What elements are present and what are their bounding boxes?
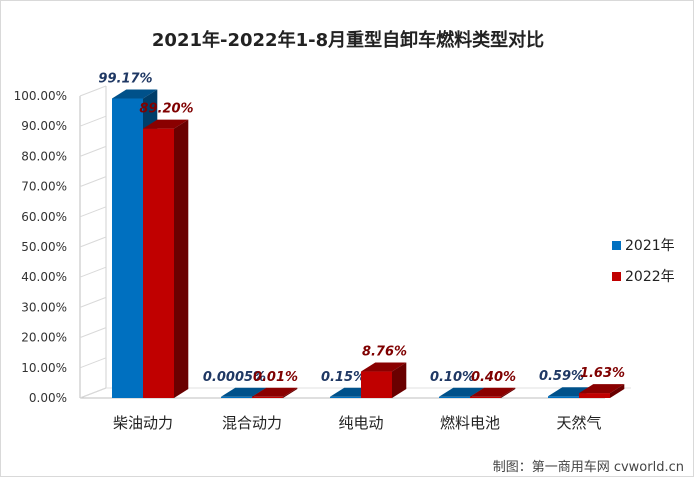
- y-tick-mark: [79, 327, 107, 339]
- y-tick-mark: [79, 145, 107, 157]
- y-tick-mark: [79, 296, 107, 308]
- legend-label-2022: 2022年: [625, 269, 675, 285]
- y-tick-mark: [79, 176, 107, 188]
- y-tick-label: 40.00%: [21, 270, 67, 284]
- x-tick-label: 柴油动力: [113, 414, 173, 432]
- chart-legend: 2021年 2022年: [612, 234, 675, 296]
- bar-side: [174, 119, 189, 398]
- bar-front: [330, 396, 361, 398]
- bar-top: [252, 387, 298, 397]
- x-tick-label: 混合动力: [222, 414, 282, 432]
- x-tick-label: 天然气: [556, 414, 601, 432]
- bar-side: [283, 387, 298, 398]
- y-tick-label: 70.00%: [21, 180, 67, 194]
- y-tick-label: 0.00%: [29, 391, 67, 405]
- legend-swatch-2022: [612, 271, 621, 281]
- y-tick-label: 20.00%: [21, 331, 67, 345]
- bar-front: [470, 396, 501, 398]
- y-tick-label: 60.00%: [21, 210, 67, 224]
- y-tick-mark: [79, 206, 107, 218]
- data-label: 89.20%: [139, 102, 193, 117]
- x-tick-label: 燃料电池: [440, 414, 500, 432]
- bar-top: [439, 387, 485, 397]
- bar-front: [439, 396, 470, 398]
- data-label: 0.01%: [253, 370, 298, 385]
- data-label: 0.15%: [321, 370, 366, 385]
- bar-front: [252, 396, 283, 398]
- data-label: 8.76%: [362, 345, 407, 360]
- bar-front: [143, 128, 174, 398]
- legend-item-2021: 2021年: [612, 234, 675, 256]
- data-label: 99.17%: [98, 72, 152, 87]
- bar-side: [392, 362, 407, 398]
- bar-front: [579, 393, 610, 398]
- y-tick-label: 90.00%: [21, 119, 67, 133]
- legend-label-2021: 2021年: [625, 238, 675, 254]
- data-label: 0.40%: [471, 370, 516, 385]
- bar-front: [221, 396, 252, 398]
- y-tick-label: 10.00%: [21, 361, 67, 375]
- chart-title: 2021年-2022年1-8月重型自卸车燃料类型对比: [151, 30, 545, 51]
- y-tick-mark: [79, 85, 107, 97]
- y-tick-mark: [79, 115, 107, 127]
- y-tick-label: 80.00%: [21, 149, 67, 163]
- bar-top: [112, 89, 158, 99]
- bar-top: [143, 119, 189, 129]
- y-tick-label: 100.00%: [14, 89, 67, 103]
- y-tick-label: 50.00%: [21, 240, 67, 254]
- bar-front: [112, 98, 143, 399]
- y-tick-mark: [79, 236, 107, 248]
- data-label: 1.63%: [580, 366, 625, 381]
- y-tick-label: 30.00%: [21, 300, 67, 314]
- bar-side: [501, 387, 516, 398]
- y-tick-mark: [79, 266, 107, 278]
- y-tick-mark: [79, 357, 107, 369]
- legend-swatch-2021: [612, 240, 621, 250]
- data-label: 0.10%: [430, 370, 475, 385]
- bar-top: [361, 362, 407, 372]
- bar-front: [548, 396, 579, 398]
- data-label: 0.0005%: [203, 370, 266, 385]
- data-label: 0.59%: [539, 369, 584, 384]
- y-tick-mark: [79, 387, 107, 399]
- bar-top: [470, 387, 516, 397]
- bar-top: [579, 384, 625, 394]
- bar-side: [610, 384, 625, 398]
- bar-front: [361, 371, 392, 398]
- x-tick-label: 纯电动: [338, 414, 383, 432]
- bar-top: [221, 387, 267, 397]
- legend-item-2022: 2022年: [612, 265, 675, 287]
- chart-credit: 制图：第一商用车网 cvworld.cn: [492, 460, 684, 475]
